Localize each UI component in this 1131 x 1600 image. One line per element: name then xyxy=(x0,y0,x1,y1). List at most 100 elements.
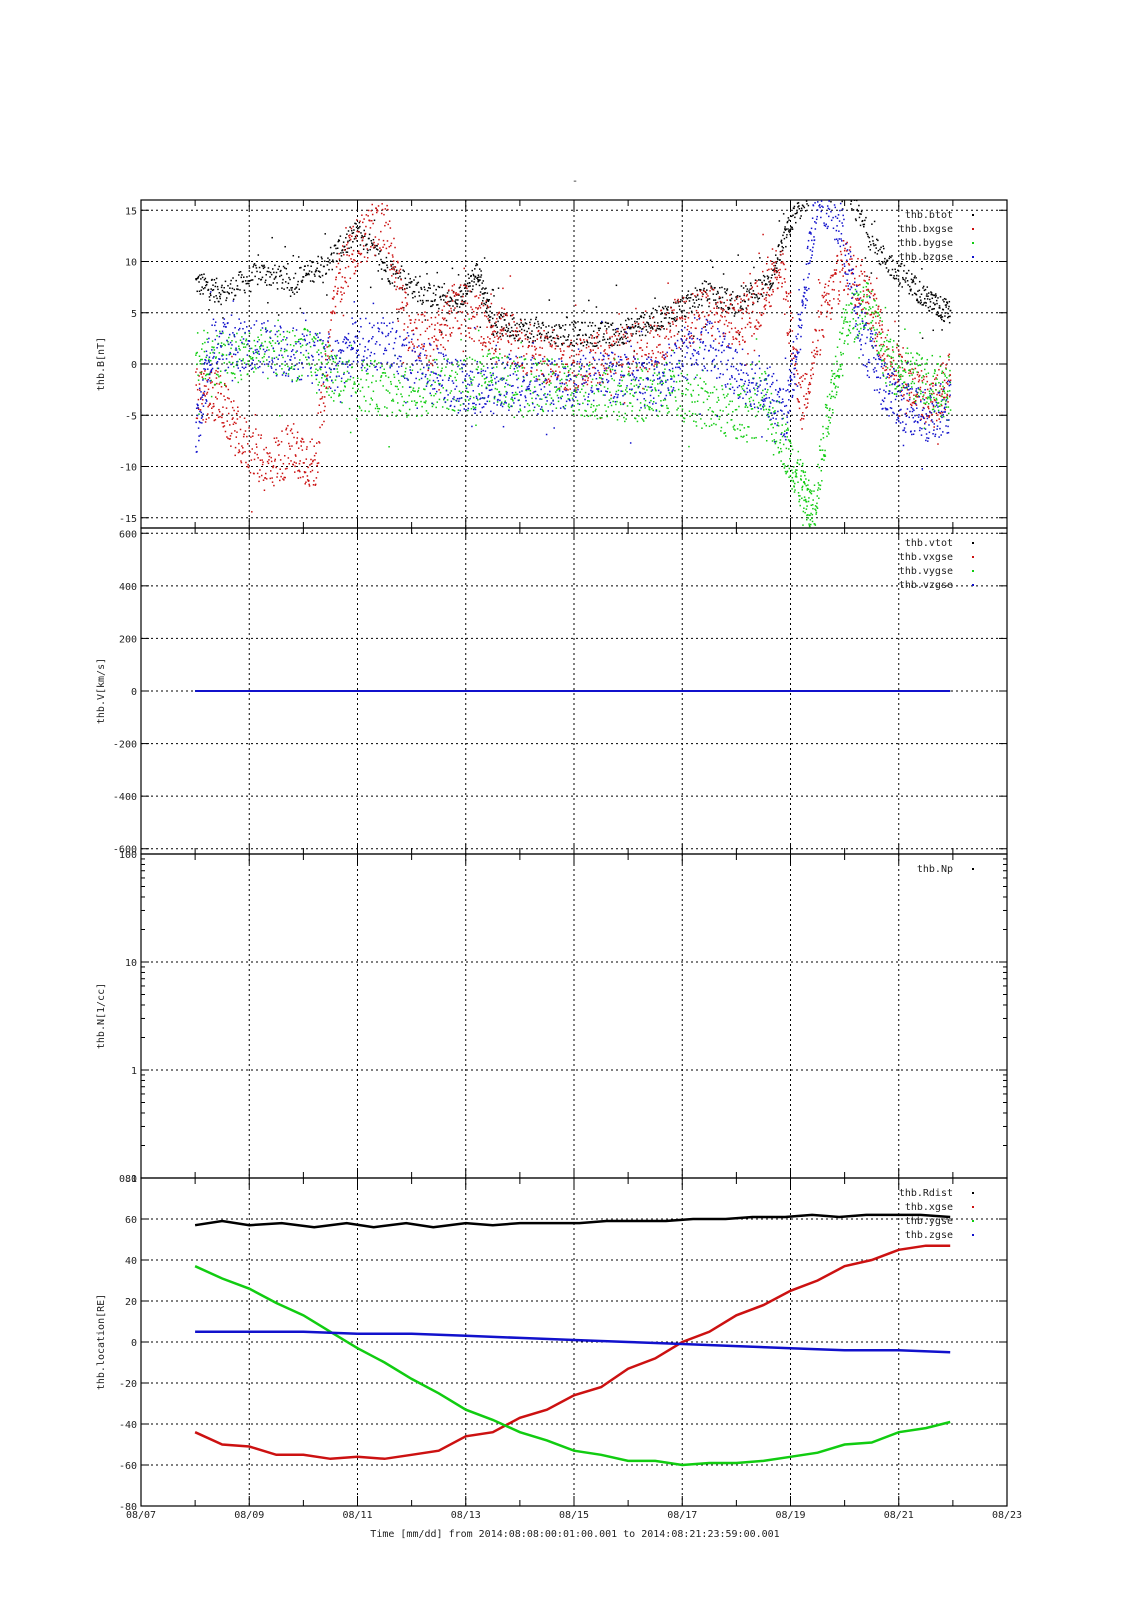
data-point xyxy=(451,289,453,292)
data-point xyxy=(497,338,500,340)
data-point xyxy=(658,362,660,364)
data-point xyxy=(843,320,845,322)
data-point xyxy=(424,388,426,391)
data-point xyxy=(722,273,725,275)
data-point xyxy=(328,394,330,396)
data-point xyxy=(862,299,864,301)
data-point xyxy=(584,409,586,412)
data-point xyxy=(780,460,782,462)
data-point xyxy=(550,397,553,399)
data-point xyxy=(768,268,770,271)
data-point xyxy=(545,382,548,385)
data-point xyxy=(784,430,786,433)
data-point xyxy=(421,343,423,346)
data-point xyxy=(778,274,780,277)
data-point xyxy=(417,389,420,392)
data-point xyxy=(708,305,710,308)
data-point xyxy=(371,213,374,216)
data-point xyxy=(208,309,210,311)
data-point xyxy=(537,330,539,333)
data-point xyxy=(668,347,671,349)
data-point xyxy=(753,333,755,335)
data-point xyxy=(829,187,831,189)
data-point xyxy=(847,293,849,296)
data-point xyxy=(402,269,404,271)
data-point xyxy=(286,349,288,352)
data-point xyxy=(800,207,803,210)
data-point xyxy=(817,482,820,484)
data-point xyxy=(215,295,217,297)
data-point xyxy=(453,295,456,297)
data-point xyxy=(448,312,451,315)
data-point xyxy=(932,308,934,310)
data-point xyxy=(539,332,541,335)
data-point xyxy=(563,342,565,345)
data-point xyxy=(479,362,482,364)
data-point xyxy=(723,301,725,304)
data-point xyxy=(729,294,731,296)
data-point xyxy=(359,225,361,228)
data-point xyxy=(519,409,522,412)
data-point xyxy=(585,375,587,378)
data-point xyxy=(788,342,790,344)
data-point xyxy=(609,337,611,340)
data-point xyxy=(732,291,734,293)
data-point xyxy=(352,387,354,390)
data-point xyxy=(502,327,505,330)
data-point xyxy=(297,280,299,283)
data-point xyxy=(330,371,332,374)
data-point xyxy=(742,436,744,438)
data-point xyxy=(387,223,389,226)
data-point xyxy=(837,370,839,372)
data-point xyxy=(749,288,751,290)
data-point xyxy=(695,421,697,423)
data-point xyxy=(928,310,931,312)
data-point xyxy=(863,225,865,228)
data-point xyxy=(433,394,435,397)
data-point xyxy=(658,410,661,413)
data-point xyxy=(854,182,856,184)
data-point xyxy=(759,404,761,407)
data-point xyxy=(222,291,225,293)
data-point xyxy=(289,429,292,432)
data-point xyxy=(775,269,777,272)
data-point xyxy=(795,369,798,372)
data-point xyxy=(504,400,507,402)
data-point xyxy=(550,382,552,384)
data-point xyxy=(872,294,875,297)
data-point xyxy=(652,352,654,355)
data-point xyxy=(201,358,203,361)
data-point xyxy=(850,311,853,314)
data-point xyxy=(507,375,509,377)
data-point xyxy=(817,171,819,173)
data-point xyxy=(327,260,330,263)
data-point xyxy=(230,279,232,282)
data-point xyxy=(205,284,207,287)
data-point xyxy=(818,497,820,500)
data-point xyxy=(485,300,488,302)
data-point xyxy=(437,314,440,316)
data-point xyxy=(384,208,387,210)
data-point xyxy=(367,372,369,375)
data-point xyxy=(775,440,778,443)
data-point xyxy=(905,277,907,279)
data-point xyxy=(273,484,275,487)
data-point xyxy=(663,357,665,359)
data-point xyxy=(745,295,748,297)
data-point xyxy=(804,483,806,485)
data-point xyxy=(725,435,727,437)
data-point xyxy=(320,391,322,394)
data-point xyxy=(472,315,475,318)
data-point xyxy=(856,292,858,294)
data-point xyxy=(334,379,337,381)
data-point xyxy=(335,260,338,262)
data-point xyxy=(638,385,640,388)
data-point xyxy=(262,265,264,268)
data-point xyxy=(416,401,418,404)
data-point xyxy=(737,311,740,313)
data-point xyxy=(785,228,787,230)
data-point xyxy=(481,288,483,290)
data-point xyxy=(236,418,239,420)
data-point xyxy=(261,459,263,461)
data-point xyxy=(202,293,204,295)
